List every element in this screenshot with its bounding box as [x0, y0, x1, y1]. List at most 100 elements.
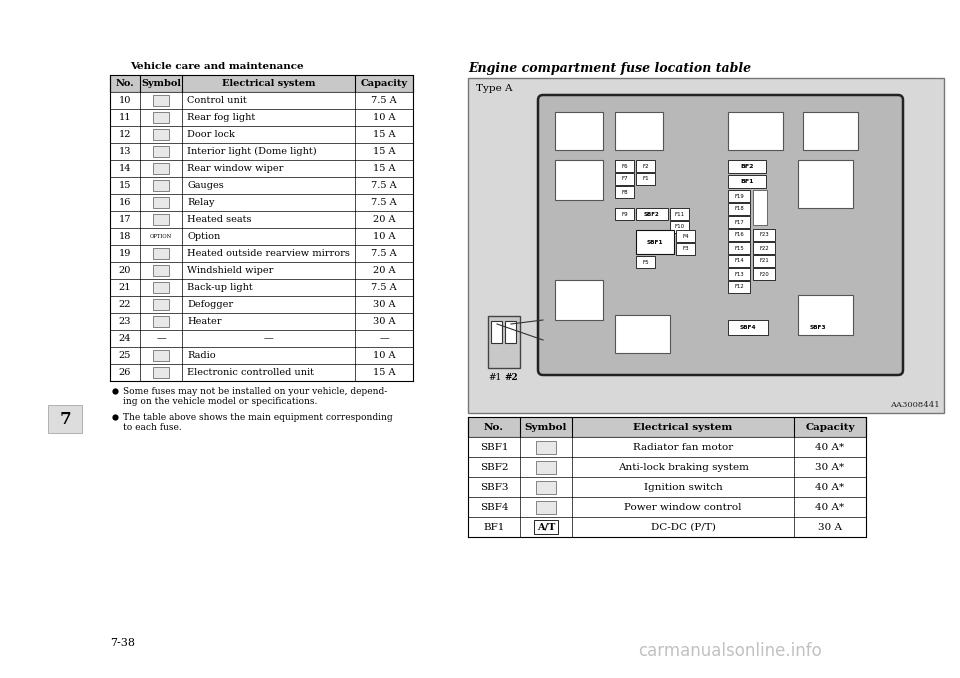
- Bar: [48, 405, 82, 433]
- Bar: [728, 229, 750, 241]
- Bar: [153, 95, 169, 106]
- Text: 7-38: 7-38: [110, 638, 135, 648]
- Text: SBF1: SBF1: [647, 239, 663, 245]
- Text: 7.5 A: 7.5 A: [372, 198, 396, 207]
- Text: Heated seats: Heated seats: [187, 215, 252, 224]
- Text: 21: 21: [119, 283, 132, 292]
- Bar: [488, 316, 520, 368]
- Text: 10 A: 10 A: [372, 351, 396, 360]
- Text: 15 A: 15 A: [372, 368, 396, 377]
- Bar: [728, 203, 750, 215]
- Text: Door lock: Door lock: [187, 130, 235, 139]
- Text: 15 A: 15 A: [372, 147, 396, 156]
- Bar: [110, 194, 413, 211]
- Bar: [110, 160, 413, 177]
- Text: 12: 12: [119, 130, 132, 139]
- Text: —: —: [379, 334, 389, 343]
- Text: #1: #1: [488, 373, 501, 382]
- Bar: [753, 255, 775, 267]
- Bar: [615, 315, 670, 353]
- Bar: [728, 320, 768, 335]
- Text: Symbol: Symbol: [141, 79, 181, 88]
- Text: Windshield wiper: Windshield wiper: [187, 266, 274, 275]
- Text: Capacity: Capacity: [805, 422, 854, 431]
- Text: 30 A: 30 A: [372, 317, 396, 326]
- Text: 20 A: 20 A: [372, 215, 396, 224]
- Text: Control unit: Control unit: [187, 96, 247, 105]
- Text: 15 A: 15 A: [372, 130, 396, 139]
- Text: Gauges: Gauges: [187, 181, 224, 190]
- Text: 40 A*: 40 A*: [815, 483, 845, 492]
- Bar: [753, 190, 767, 225]
- Bar: [153, 282, 169, 293]
- Bar: [728, 160, 766, 173]
- Bar: [110, 313, 413, 330]
- Bar: [615, 112, 663, 150]
- Bar: [803, 112, 858, 150]
- Bar: [728, 216, 750, 228]
- Text: Some fuses may not be installed on your vehicle, depend-
ing on the vehicle mode: Some fuses may not be installed on your …: [123, 387, 387, 406]
- Text: Capacity: Capacity: [361, 79, 407, 88]
- Text: F2: F2: [642, 163, 649, 169]
- Text: SBF3: SBF3: [809, 325, 827, 330]
- Text: 15 A: 15 A: [372, 164, 396, 173]
- Bar: [468, 78, 944, 413]
- Text: No.: No.: [484, 422, 504, 431]
- Bar: [468, 497, 866, 517]
- Text: F3: F3: [683, 247, 689, 252]
- Bar: [153, 112, 169, 123]
- Text: Radio: Radio: [187, 351, 216, 360]
- Bar: [468, 417, 866, 437]
- Bar: [153, 350, 169, 361]
- Bar: [110, 262, 413, 279]
- Text: No.: No.: [116, 79, 134, 88]
- Text: 15: 15: [119, 181, 132, 190]
- Text: 7: 7: [60, 410, 71, 428]
- Text: 10 A: 10 A: [372, 113, 396, 122]
- Text: carmanualsonline.info: carmanualsonline.info: [638, 642, 822, 660]
- Bar: [798, 160, 853, 208]
- Bar: [615, 186, 634, 198]
- Text: Power window control: Power window control: [624, 502, 742, 511]
- Bar: [615, 160, 634, 172]
- Bar: [505, 321, 516, 343]
- Bar: [670, 221, 689, 233]
- Bar: [110, 296, 413, 313]
- Bar: [676, 243, 695, 255]
- Bar: [153, 180, 169, 191]
- Bar: [153, 214, 169, 225]
- Text: Radiator fan motor: Radiator fan motor: [633, 443, 733, 452]
- Bar: [555, 160, 603, 200]
- Text: 25: 25: [119, 351, 132, 360]
- Text: F21: F21: [759, 258, 769, 264]
- Bar: [153, 163, 169, 174]
- Bar: [110, 126, 413, 143]
- Text: Electronic controlled unit: Electronic controlled unit: [187, 368, 314, 377]
- Bar: [153, 299, 169, 310]
- Text: 20 A: 20 A: [372, 266, 396, 275]
- Text: Relay: Relay: [187, 198, 214, 207]
- Text: 14: 14: [119, 164, 132, 173]
- Text: F20: F20: [759, 271, 769, 277]
- Bar: [728, 112, 783, 150]
- Text: F4: F4: [683, 233, 689, 239]
- Text: —: —: [156, 334, 166, 343]
- Text: 10 A: 10 A: [372, 232, 396, 241]
- Bar: [536, 441, 556, 454]
- Text: Back-up light: Back-up light: [187, 283, 252, 292]
- Text: 30 A: 30 A: [372, 300, 396, 309]
- Text: Electrical system: Electrical system: [634, 422, 732, 431]
- Bar: [468, 517, 866, 537]
- Text: SBF4: SBF4: [740, 325, 756, 330]
- Bar: [153, 129, 169, 140]
- Text: BF1: BF1: [740, 179, 754, 184]
- Text: 30 A: 30 A: [818, 523, 842, 532]
- Text: 40 A*: 40 A*: [815, 443, 845, 452]
- Text: 23: 23: [119, 317, 132, 326]
- Bar: [670, 208, 689, 220]
- Text: Interior light (Dome light): Interior light (Dome light): [187, 147, 317, 156]
- Bar: [110, 211, 413, 228]
- Text: F16: F16: [734, 233, 744, 237]
- Text: 17: 17: [119, 215, 132, 224]
- Bar: [753, 268, 775, 280]
